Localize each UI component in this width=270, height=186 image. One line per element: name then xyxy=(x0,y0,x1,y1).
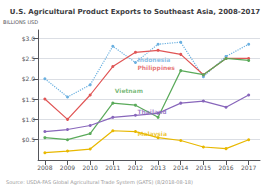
svg-text:BILLIONS USD: BILLIONS USD xyxy=(3,19,38,25)
svg-text:$2.5: $2.5 xyxy=(22,55,36,62)
svg-text:2010: 2010 xyxy=(83,164,98,171)
svg-text:2015: 2015 xyxy=(196,164,211,171)
svg-text:2008: 2008 xyxy=(37,164,52,171)
svg-text:Indonesia: Indonesia xyxy=(137,56,170,63)
svg-text:2017: 2017 xyxy=(241,164,256,171)
svg-text:2012: 2012 xyxy=(128,164,143,171)
svg-text:2011: 2011 xyxy=(105,164,120,171)
svg-text:2014: 2014 xyxy=(173,164,188,171)
svg-text:Malaysia: Malaysia xyxy=(137,130,167,138)
svg-text:Vietnam: Vietnam xyxy=(115,87,143,94)
svg-text:$1.0: $1.0 xyxy=(22,116,36,123)
svg-text:2016: 2016 xyxy=(218,164,233,171)
svg-text:2013: 2013 xyxy=(150,164,165,171)
svg-text:Thailand: Thailand xyxy=(137,108,166,115)
svg-text:$0.5: $0.5 xyxy=(22,136,36,143)
svg-text:$3.0: $3.0 xyxy=(22,35,36,42)
svg-text:Philippines: Philippines xyxy=(137,64,175,72)
svg-text:$2.0: $2.0 xyxy=(22,75,36,82)
svg-text:$1.5: $1.5 xyxy=(22,96,36,103)
svg-text:U.S. Agricultural Product Expo: U.S. Agricultural Product Exports to Sou… xyxy=(10,8,260,16)
svg-text:2009: 2009 xyxy=(60,164,75,171)
svg-text:Source: USDA-FAS Global Agricu: Source: USDA-FAS Global Agricultural Tra… xyxy=(6,179,193,186)
